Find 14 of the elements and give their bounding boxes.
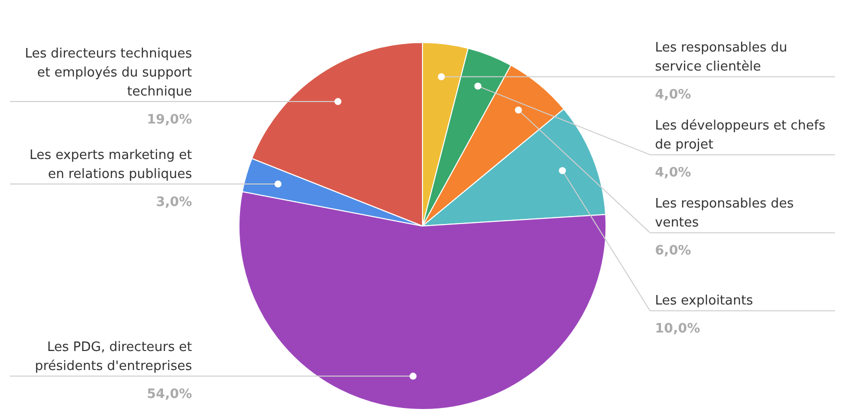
slice-label: Les experts marketing et en relations publiques <box>30 148 192 182</box>
data-label: 19,0% <box>146 112 192 128</box>
slice-label: Les responsables du service clientèle <box>655 40 788 75</box>
data-label: 4,0% <box>655 88 692 103</box>
slice-label: Les développeurs et chefs de projet <box>655 118 826 153</box>
slice-label: Les exploitants <box>655 294 754 309</box>
data-label: 3,0% <box>156 195 192 210</box>
data-label: 10,0% <box>655 322 700 337</box>
slice-label: Les directeurs techniques et employés du support technique <box>24 46 192 100</box>
data-label: 4,0% <box>655 166 692 181</box>
slice-label: Les responsables des ventes <box>655 196 794 231</box>
data-label: 6,0% <box>655 244 692 259</box>
slice-label: Les PDG, directeurs et présidents d'entreprises <box>34 340 192 374</box>
data-label: 54,0% <box>146 387 192 402</box>
